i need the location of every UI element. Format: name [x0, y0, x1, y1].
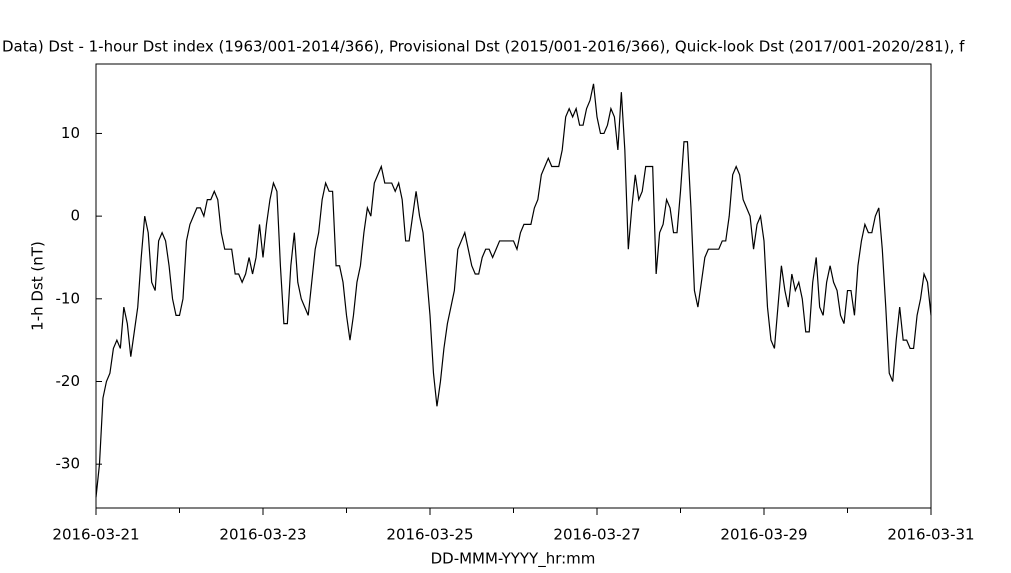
x-tick-label: 2016-03-23 [219, 526, 306, 544]
x-tick-label: 2016-03-29 [720, 526, 807, 544]
chart-title: Data) Dst - 1-hour Dst index (1963/001-2… [2, 38, 965, 56]
y-tick-label: -10 [56, 289, 81, 307]
x-axis-label: DD-MMM-YYYY_hr:mm [431, 550, 596, 569]
x-tick-label: 2016-03-31 [887, 526, 974, 544]
x-tick-label: 2016-03-25 [386, 526, 473, 544]
x-tick-label: 2016-03-21 [52, 526, 139, 544]
y-axis-label: 1-h Dst (nT) [29, 241, 47, 331]
x-tick-label: 2016-03-27 [553, 526, 640, 544]
y-tick-label: -30 [56, 455, 81, 473]
data-line [95, 83, 932, 498]
y-tick-label: 0 [70, 207, 80, 225]
y-tick-label: 10 [61, 124, 80, 142]
y-tick-label: -20 [56, 372, 81, 390]
